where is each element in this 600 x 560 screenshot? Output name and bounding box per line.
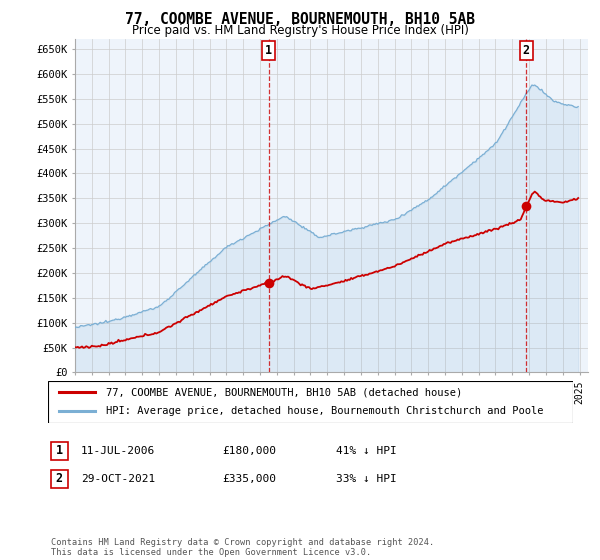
Text: 77, COOMBE AVENUE, BOURNEMOUTH, BH10 5AB: 77, COOMBE AVENUE, BOURNEMOUTH, BH10 5AB xyxy=(125,12,475,27)
Text: Price paid vs. HM Land Registry's House Price Index (HPI): Price paid vs. HM Land Registry's House … xyxy=(131,24,469,37)
Text: £180,000: £180,000 xyxy=(222,446,276,456)
Text: 11-JUL-2006: 11-JUL-2006 xyxy=(81,446,155,456)
Text: 2: 2 xyxy=(56,472,63,486)
Text: Contains HM Land Registry data © Crown copyright and database right 2024.
This d: Contains HM Land Registry data © Crown c… xyxy=(51,538,434,557)
Text: 33% ↓ HPI: 33% ↓ HPI xyxy=(336,474,397,484)
Text: HPI: Average price, detached house, Bournemouth Christchurch and Poole: HPI: Average price, detached house, Bour… xyxy=(106,407,543,417)
Text: 41% ↓ HPI: 41% ↓ HPI xyxy=(336,446,397,456)
Text: 1: 1 xyxy=(265,44,272,57)
Text: 2: 2 xyxy=(523,44,530,57)
Text: 1: 1 xyxy=(56,444,63,458)
Text: £335,000: £335,000 xyxy=(222,474,276,484)
Text: 29-OCT-2021: 29-OCT-2021 xyxy=(81,474,155,484)
Text: 77, COOMBE AVENUE, BOURNEMOUTH, BH10 5AB (detached house): 77, COOMBE AVENUE, BOURNEMOUTH, BH10 5AB… xyxy=(106,387,462,397)
